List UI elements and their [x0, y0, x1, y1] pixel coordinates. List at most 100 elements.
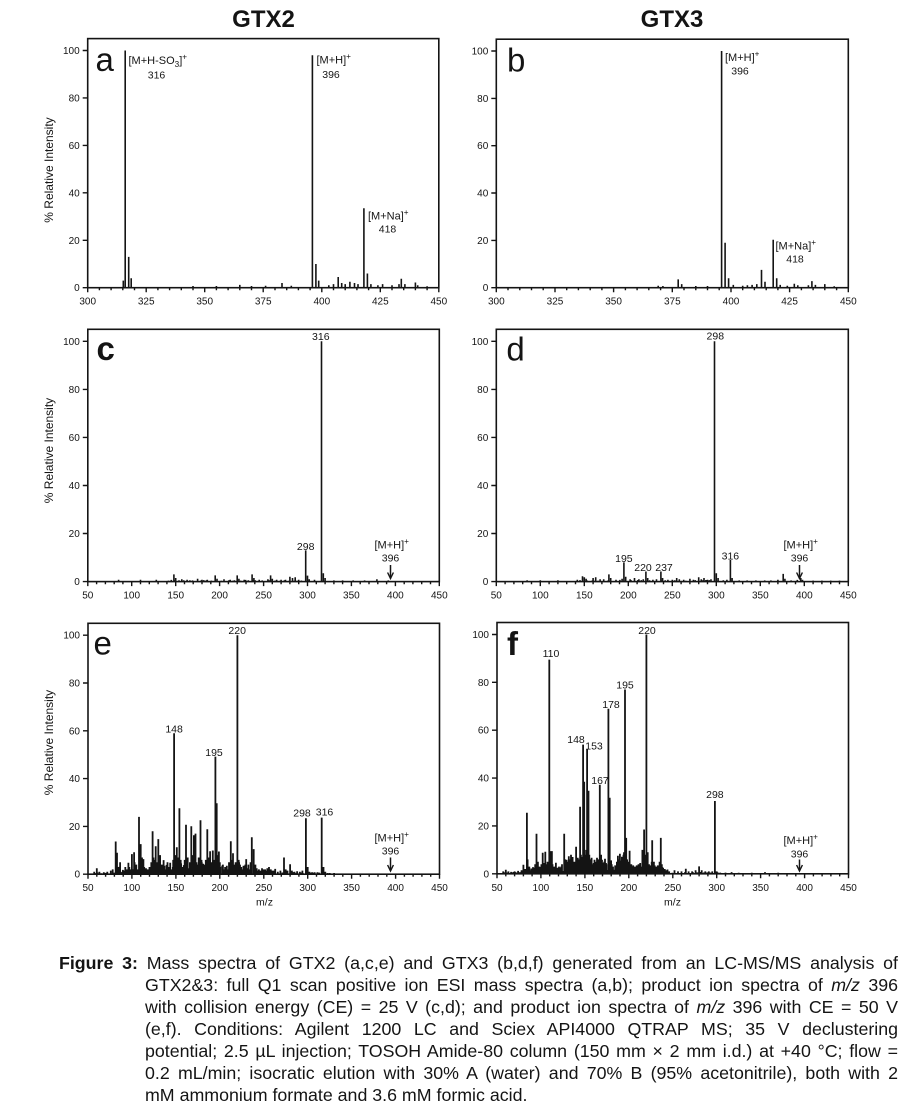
svg-text:60: 60	[478, 726, 490, 737]
svg-text:167: 167	[591, 775, 609, 787]
svg-text:350: 350	[752, 591, 769, 602]
svg-text:m/z: m/z	[664, 897, 681, 909]
svg-text:425: 425	[781, 297, 798, 308]
svg-text:80: 80	[69, 93, 81, 104]
svg-text:250: 250	[255, 591, 272, 602]
svg-text:298: 298	[297, 541, 315, 553]
svg-text:% Relative Intensity: % Relative Intensity	[42, 117, 56, 222]
svg-text:200: 200	[211, 591, 228, 602]
svg-text:[M+Na]+: [M+Na]+	[776, 238, 817, 253]
svg-text:100: 100	[532, 591, 549, 602]
svg-text:195: 195	[616, 680, 634, 692]
svg-text:375: 375	[664, 297, 681, 308]
svg-text:300: 300	[299, 591, 316, 602]
svg-text:[M+H-SO3]+: [M+H-SO3]+	[129, 53, 188, 69]
svg-text:300: 300	[299, 883, 316, 894]
svg-text:350: 350	[196, 297, 213, 308]
svg-text:40: 40	[478, 774, 490, 785]
svg-text:40: 40	[69, 774, 81, 785]
svg-text:[M+Na]+: [M+Na]+	[368, 208, 409, 223]
svg-text:100: 100	[472, 47, 489, 58]
svg-text:60: 60	[477, 433, 489, 444]
svg-text:450: 450	[840, 297, 857, 308]
svg-text:350: 350	[605, 297, 622, 308]
svg-text:50: 50	[491, 883, 503, 894]
svg-text:100: 100	[63, 337, 80, 348]
svg-text:200: 200	[620, 591, 637, 602]
svg-text:50: 50	[82, 591, 94, 602]
svg-text:237: 237	[655, 562, 673, 574]
svg-text:50: 50	[491, 591, 503, 602]
svg-text:a: a	[96, 41, 115, 78]
svg-text:375: 375	[255, 297, 272, 308]
svg-text:20: 20	[477, 236, 489, 247]
svg-text:50: 50	[82, 883, 94, 894]
svg-text:400: 400	[313, 297, 330, 308]
svg-text:250: 250	[664, 591, 681, 602]
svg-text:[M+H]+: [M+H]+	[725, 50, 760, 65]
svg-text:325: 325	[547, 297, 564, 308]
svg-text:418: 418	[786, 254, 804, 266]
svg-text:20: 20	[478, 821, 490, 832]
svg-text:200: 200	[211, 883, 228, 894]
svg-text:150: 150	[167, 591, 184, 602]
svg-text:80: 80	[477, 94, 489, 105]
svg-text:396: 396	[382, 846, 400, 858]
svg-text:[M+H]+: [M+H]+	[375, 830, 410, 845]
svg-text:195: 195	[205, 747, 223, 759]
svg-text:418: 418	[379, 224, 397, 236]
svg-text:d: d	[506, 331, 524, 368]
svg-text:[M+H]+: [M+H]+	[784, 537, 819, 552]
svg-text:[M+H]+: [M+H]+	[317, 52, 352, 67]
svg-text:c: c	[97, 330, 115, 367]
svg-text:400: 400	[387, 883, 404, 894]
svg-text:250: 250	[664, 883, 681, 894]
svg-text:0: 0	[74, 870, 80, 881]
svg-text:396: 396	[791, 553, 809, 565]
svg-text:100: 100	[533, 883, 550, 894]
svg-text:100: 100	[63, 46, 80, 57]
svg-text:0: 0	[483, 869, 489, 880]
svg-text:316: 316	[316, 807, 334, 819]
svg-text:0: 0	[483, 283, 489, 294]
svg-text:200: 200	[620, 883, 637, 894]
svg-text:20: 20	[69, 822, 81, 833]
svg-text:400: 400	[723, 297, 740, 308]
svg-text:0: 0	[483, 577, 489, 588]
svg-text:150: 150	[577, 883, 594, 894]
svg-text:153: 153	[585, 741, 603, 753]
svg-text:GTX2: GTX2	[232, 6, 295, 33]
svg-text:350: 350	[343, 591, 360, 602]
svg-text:425: 425	[372, 297, 389, 308]
svg-text:400: 400	[796, 883, 813, 894]
svg-text:20: 20	[69, 236, 81, 247]
svg-text:148: 148	[567, 734, 585, 746]
svg-text:% Relative Intensity: % Relative Intensity	[42, 398, 56, 503]
svg-text:20: 20	[69, 529, 81, 540]
svg-text:[M+H]+: [M+H]+	[375, 537, 410, 552]
svg-text:80: 80	[69, 679, 81, 690]
svg-text:100: 100	[123, 591, 140, 602]
svg-text:60: 60	[69, 433, 81, 444]
svg-text:300: 300	[708, 883, 725, 894]
svg-text:396: 396	[382, 553, 400, 565]
svg-text:300: 300	[488, 297, 505, 308]
svg-text:0: 0	[74, 283, 80, 294]
svg-text:100: 100	[472, 337, 489, 348]
svg-text:350: 350	[343, 883, 360, 894]
svg-text:450: 450	[431, 883, 448, 894]
svg-text:298: 298	[293, 807, 311, 819]
svg-text:450: 450	[431, 591, 448, 602]
svg-text:220: 220	[638, 625, 656, 637]
svg-text:316: 316	[312, 331, 330, 343]
svg-text:300: 300	[708, 591, 725, 602]
svg-text:100: 100	[124, 883, 141, 894]
svg-text:40: 40	[69, 188, 81, 199]
svg-text:298: 298	[707, 331, 725, 343]
svg-text:f: f	[507, 625, 519, 662]
svg-text:80: 80	[478, 678, 490, 689]
svg-text:150: 150	[168, 883, 185, 894]
svg-text:350: 350	[752, 883, 769, 894]
svg-text:60: 60	[69, 141, 81, 152]
svg-text:316: 316	[148, 70, 166, 82]
